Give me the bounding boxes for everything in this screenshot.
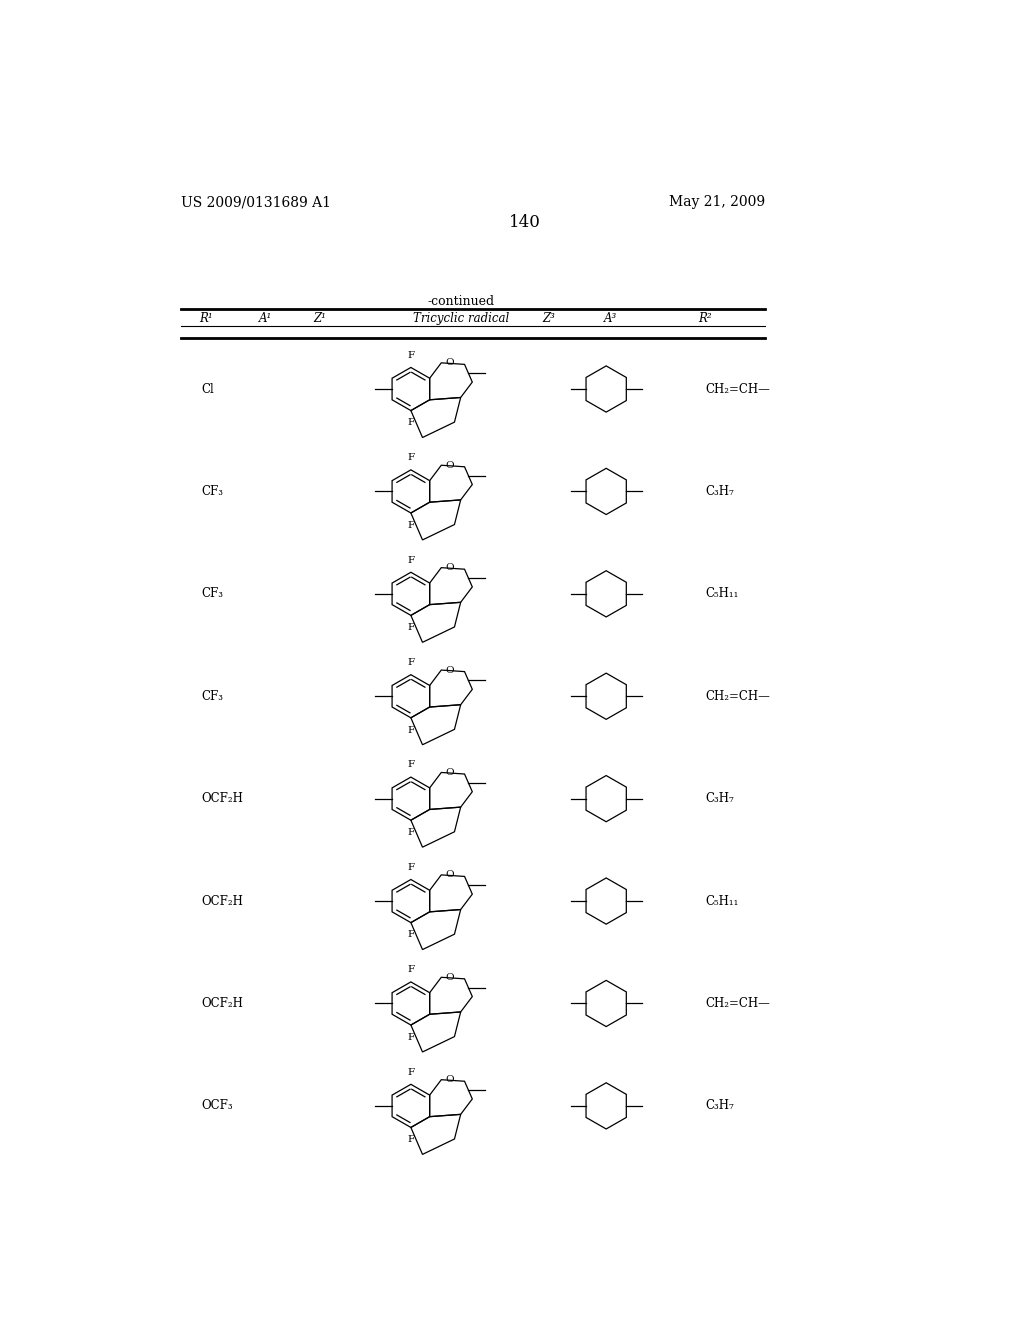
Text: C₃H₇: C₃H₇ <box>706 484 734 498</box>
Text: C₅H₁₁: C₅H₁₁ <box>706 587 738 601</box>
Text: C₃H₇: C₃H₇ <box>706 792 734 805</box>
Text: F: F <box>408 1135 415 1144</box>
Text: OCF₂H: OCF₂H <box>202 895 244 908</box>
Text: F: F <box>408 418 415 428</box>
Text: F: F <box>408 657 415 667</box>
Text: O: O <box>445 358 454 367</box>
Text: OCF₃: OCF₃ <box>202 1100 233 1113</box>
Text: O: O <box>445 870 454 879</box>
Text: OCF₂H: OCF₂H <box>202 997 244 1010</box>
Text: C₅H₁₁: C₅H₁₁ <box>706 895 738 908</box>
Text: Cl: Cl <box>202 383 214 396</box>
Text: US 2009/0131689 A1: US 2009/0131689 A1 <box>180 195 331 210</box>
Text: Tricyclic radical: Tricyclic radical <box>413 312 509 325</box>
Text: R²: R² <box>698 312 712 325</box>
Text: O: O <box>445 665 454 675</box>
Text: CF₃: CF₃ <box>202 484 223 498</box>
Text: F: F <box>408 520 415 529</box>
Text: C₃H₇: C₃H₇ <box>706 1100 734 1113</box>
Text: F: F <box>408 931 415 940</box>
Text: F: F <box>408 863 415 871</box>
Text: CH₂=CH—: CH₂=CH— <box>706 383 770 396</box>
Text: F: F <box>408 828 415 837</box>
Text: F: F <box>408 556 415 565</box>
Text: -continued: -continued <box>428 296 495 309</box>
Text: F: F <box>408 1032 415 1041</box>
Text: F: F <box>408 351 415 360</box>
Text: 140: 140 <box>509 214 541 231</box>
Text: CF₃: CF₃ <box>202 587 223 601</box>
Text: O: O <box>445 768 454 777</box>
Text: A³: A³ <box>603 312 616 325</box>
Text: F: F <box>408 623 415 632</box>
Text: CF₃: CF₃ <box>202 690 223 702</box>
Text: Z³: Z³ <box>543 312 555 325</box>
Text: CH₂=CH—: CH₂=CH— <box>706 997 770 1010</box>
Text: F: F <box>408 453 415 462</box>
Text: CH₂=CH—: CH₂=CH— <box>706 690 770 702</box>
Text: R¹: R¹ <box>199 312 212 325</box>
Text: F: F <box>408 760 415 770</box>
Text: OCF₂H: OCF₂H <box>202 792 244 805</box>
Text: F: F <box>408 726 415 734</box>
Text: O: O <box>445 564 454 572</box>
Text: F: F <box>408 965 415 974</box>
Text: May 21, 2009: May 21, 2009 <box>669 195 765 210</box>
Text: Z¹: Z¹ <box>313 312 327 325</box>
Text: O: O <box>445 1076 454 1084</box>
Text: O: O <box>445 973 454 982</box>
Text: F: F <box>408 1068 415 1077</box>
Text: O: O <box>445 461 454 470</box>
Text: A¹: A¹ <box>259 312 272 325</box>
